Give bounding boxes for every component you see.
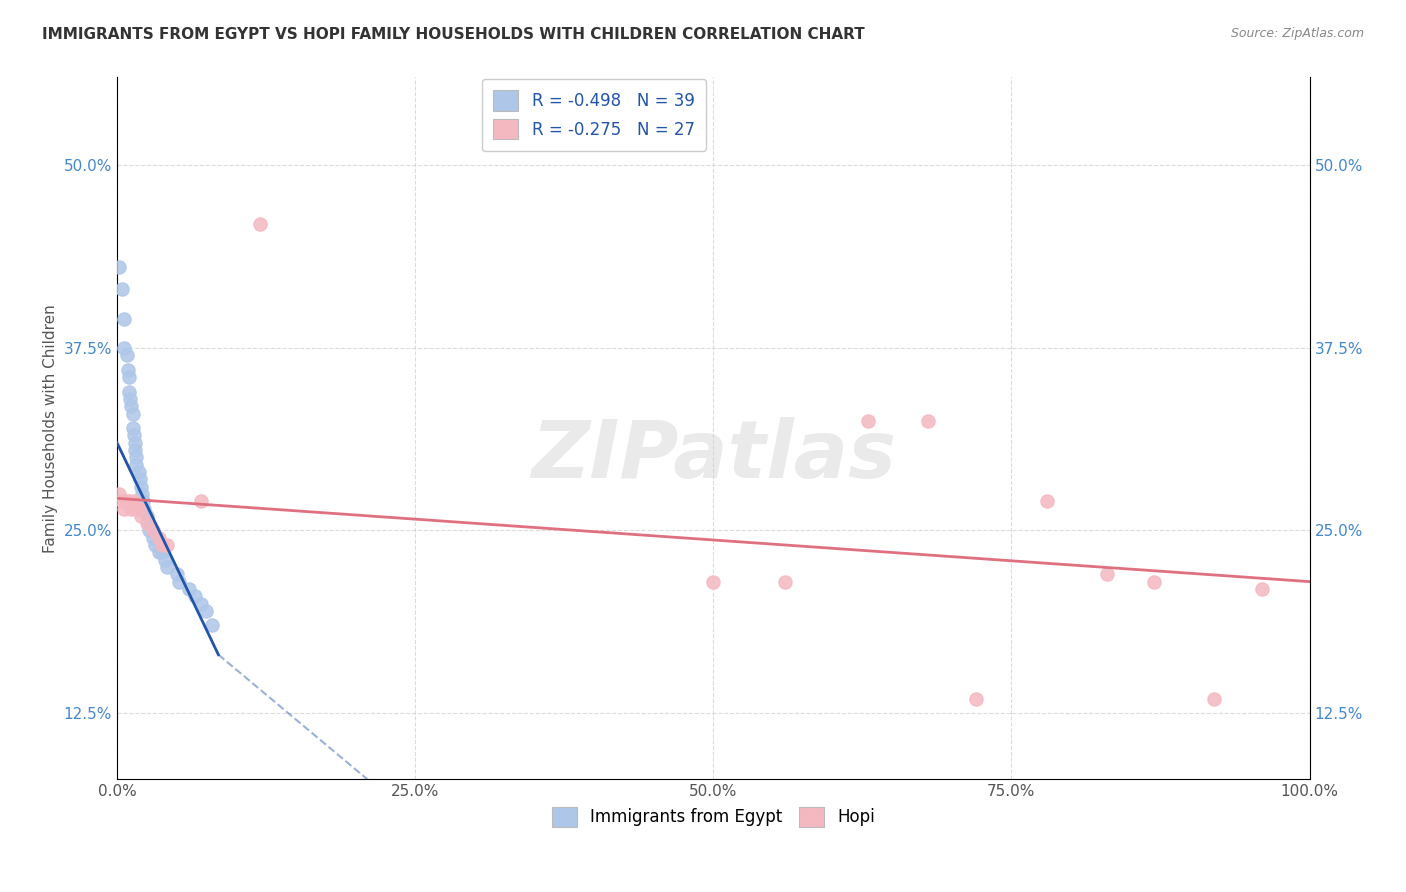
- Point: [135, 516, 157, 531]
- Point: [148, 545, 170, 559]
- Point: [122, 428, 145, 442]
- Point: [965, 691, 987, 706]
- Point: [120, 399, 142, 413]
- Point: [125, 458, 148, 472]
- Point: [108, 260, 131, 275]
- Point: [120, 501, 142, 516]
- Point: [131, 487, 153, 501]
- Point: [132, 494, 155, 508]
- Point: [150, 545, 173, 559]
- Text: IMMIGRANTS FROM EGYPT VS HOPI FAMILY HOUSEHOLDS WITH CHILDREN CORRELATION CHART: IMMIGRANTS FROM EGYPT VS HOPI FAMILY HOU…: [42, 27, 865, 42]
- Text: Source: ZipAtlas.com: Source: ZipAtlas.com: [1230, 27, 1364, 40]
- Point: [195, 604, 218, 618]
- Point: [120, 392, 142, 406]
- Point: [773, 574, 796, 589]
- Point: [118, 494, 141, 508]
- Point: [112, 501, 135, 516]
- Point: [142, 531, 165, 545]
- Point: [122, 494, 145, 508]
- Point: [201, 618, 224, 632]
- Point: [118, 384, 141, 399]
- Point: [121, 421, 143, 435]
- Point: [148, 531, 170, 545]
- Point: [190, 597, 212, 611]
- Point: [111, 494, 134, 508]
- Point: [125, 450, 148, 465]
- Point: [128, 472, 150, 486]
- Point: [115, 494, 138, 508]
- Point: [125, 501, 148, 516]
- Point: [135, 508, 157, 523]
- Point: [249, 217, 271, 231]
- Point: [1143, 574, 1166, 589]
- Point: [166, 567, 188, 582]
- Point: [1204, 691, 1226, 706]
- Point: [115, 348, 138, 362]
- Point: [111, 282, 134, 296]
- Point: [858, 414, 880, 428]
- Point: [129, 480, 152, 494]
- Point: [129, 508, 152, 523]
- Point: [167, 574, 190, 589]
- Legend: Immigrants from Egypt, Hopi: Immigrants from Egypt, Hopi: [546, 800, 882, 834]
- Y-axis label: Family Households with Children: Family Households with Children: [44, 304, 58, 552]
- Point: [1250, 582, 1272, 596]
- Point: [702, 574, 724, 589]
- Point: [128, 465, 150, 479]
- Point: [134, 501, 156, 516]
- Point: [108, 487, 131, 501]
- Point: [153, 552, 176, 566]
- Point: [190, 494, 212, 508]
- Text: ZIPatlas: ZIPatlas: [531, 417, 896, 495]
- Point: [112, 341, 135, 355]
- Point: [124, 435, 146, 450]
- Point: [136, 516, 159, 531]
- Point: [124, 443, 146, 458]
- Point: [143, 538, 166, 552]
- Point: [117, 362, 139, 376]
- Point: [917, 414, 939, 428]
- Point: [177, 582, 200, 596]
- Point: [142, 524, 165, 538]
- Point: [156, 538, 179, 552]
- Point: [138, 524, 160, 538]
- Point: [1036, 494, 1059, 508]
- Point: [183, 589, 205, 603]
- Point: [118, 370, 141, 384]
- Point: [1095, 567, 1118, 582]
- Point: [150, 538, 173, 552]
- Point: [112, 311, 135, 326]
- Point: [128, 501, 150, 516]
- Point: [121, 407, 143, 421]
- Point: [156, 560, 179, 574]
